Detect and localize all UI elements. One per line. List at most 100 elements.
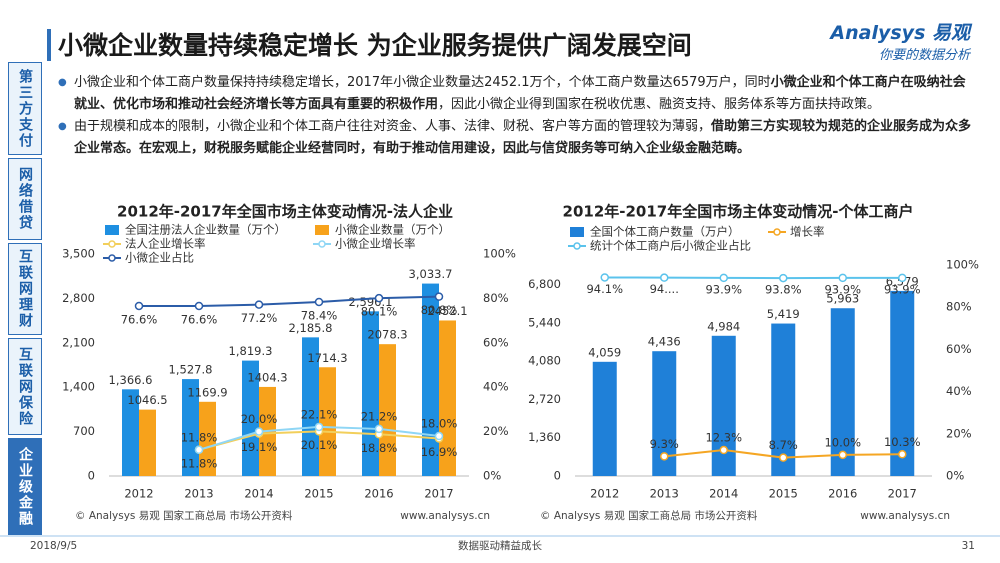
line-point — [779, 453, 788, 462]
chart-title: 2012年-2017年全国市场主体变动情况-个体工商户 — [563, 203, 914, 221]
bar-label: 4,984 — [707, 319, 740, 333]
page-number: 31 — [962, 540, 975, 552]
line-label: 22.1% — [301, 407, 338, 421]
line-label: 18.8% — [361, 441, 398, 455]
legend-label: 法人企业增长率 — [125, 237, 206, 251]
x-tick-label: 2017 — [888, 487, 917, 501]
line-point — [434, 292, 444, 301]
line-point — [374, 293, 384, 303]
y2-tick-label: 20% — [483, 424, 509, 438]
line-point — [134, 301, 144, 311]
bar-label: 1404.3 — [247, 370, 287, 384]
y2-tick-label: 0% — [946, 469, 964, 483]
x-tick-label: 2016 — [828, 487, 857, 501]
line-point — [600, 273, 609, 282]
line-label: 16.9% — [421, 445, 458, 459]
y-tick-label: 1,360 — [528, 430, 561, 444]
line-point — [838, 273, 847, 283]
line-point — [254, 427, 264, 436]
y2-tick-label: 0% — [483, 469, 501, 483]
line-label: 20.0% — [241, 412, 278, 426]
y-tick-label: 5,440 — [528, 315, 561, 329]
line-point — [660, 273, 669, 282]
bar — [890, 290, 915, 476]
line-label: 77.2% — [241, 311, 278, 325]
bar-label: 4,436 — [648, 335, 681, 349]
x-tick-label: 2014 — [709, 487, 738, 501]
y2-tick-label: 80% — [946, 300, 972, 314]
bar-label: 1,366.6 — [109, 373, 153, 387]
bar — [139, 409, 156, 476]
line — [604, 276, 903, 280]
sidebar-tab: 第三方支付 — [8, 62, 42, 155]
bullet: 小微企业和个体工商户数量保持持续稳定增长，2017年小微企业数量达2452.1万… — [58, 72, 973, 116]
y2-tick-label: 40% — [483, 380, 509, 394]
x-tick-label: 2015 — [304, 487, 333, 501]
bar-label: 2452.1 — [427, 304, 467, 318]
x-tick-label: 2012 — [590, 487, 619, 501]
bullet-text: 小微企业和个体工商户数量保持持续稳定增长，2017年小微企业数量达2452.1万… — [74, 75, 771, 90]
bar — [302, 337, 319, 476]
legend-label: 小微企业占比 — [125, 251, 194, 265]
y-tick-label: 2,100 — [62, 335, 95, 349]
bullet-text: 小微企业和个体工商户在吸纳社会就业、优化市场和推动社会经济增长等方面具有重要的积… — [74, 75, 966, 112]
footer-date: 2018/9/5 — [30, 540, 77, 552]
y-tick-label: 700 — [73, 424, 95, 438]
line-label: 10.3% — [884, 435, 921, 449]
bullet-text: 由于规模和成本的限制，小微企业和个体工商户往往对资金、人事、法律、财税、客户等方… — [74, 119, 712, 134]
bar — [319, 367, 336, 476]
legend-label: 小微企业数量（万个） — [335, 223, 450, 237]
line-label: 21.2% — [361, 409, 398, 423]
bullet-text: 借助第三方实现较为规范的企业服务成为众多企业常态。在宏观上，财税服务赋能企业经营… — [74, 119, 972, 156]
line-label: 20.1% — [301, 438, 338, 452]
line-label: 11.8% — [181, 430, 218, 444]
y-tick-label: 6,800 — [528, 277, 561, 291]
line-label: 80.1% — [361, 305, 398, 319]
line-point — [719, 273, 728, 283]
line-label: 19.1% — [241, 440, 278, 454]
legend-label: 小微企业增长率 — [335, 237, 416, 251]
line-label: 10.0% — [824, 435, 861, 449]
sidebar-tab: 互联网保险 — [8, 338, 42, 435]
line-point — [779, 273, 788, 283]
legend-label: 全国注册法人企业数量（万个） — [125, 223, 286, 237]
line-label: 94.... — [650, 282, 679, 296]
bar — [830, 308, 855, 476]
legend-label: 增长率 — [790, 225, 825, 239]
legend-swatch — [318, 240, 326, 248]
line-point — [898, 273, 907, 283]
y2-tick-label: 80% — [483, 291, 509, 305]
line-point — [194, 445, 204, 455]
logo: Analysys 易观 — [830, 22, 970, 44]
legend-swatch — [315, 225, 329, 235]
x-tick-label: 2014 — [244, 487, 273, 501]
line-label: 9.3% — [650, 437, 679, 451]
y-tick-label: 3,500 — [62, 247, 95, 261]
bar — [439, 320, 456, 476]
y-tick-label: 2,800 — [62, 291, 95, 305]
bar — [771, 323, 796, 476]
bar — [711, 335, 736, 476]
legend-swatch — [108, 254, 116, 262]
y2-tick-label: 40% — [946, 384, 972, 398]
bar-label: 1046.5 — [127, 393, 167, 407]
sidebar-tab: 互联网理财 — [8, 243, 42, 335]
bar — [182, 379, 199, 476]
source: © Analysys 易观 国家工商总局 市场公开资料 — [540, 509, 758, 522]
legend-label: 统计个体工商户后小微企业占比 — [590, 239, 751, 253]
bullet-text: ，因此小微企业得到国家在税收优惠、融资支持、服务体系等方面扶持政策。 — [438, 97, 881, 112]
footer-motto: 数据驱动精益成长 — [458, 539, 542, 552]
legend-swatch — [773, 228, 781, 236]
line-point — [719, 445, 728, 455]
bar — [379, 344, 396, 476]
y-tick-label: 4,080 — [528, 354, 561, 368]
legend-swatch — [570, 227, 584, 237]
bar-label: 1,527.8 — [169, 363, 213, 377]
x-tick-label: 2013 — [184, 487, 213, 501]
line-point — [434, 431, 444, 441]
x-tick-label: 2016 — [364, 487, 393, 501]
y-tick-label: 0 — [88, 469, 95, 483]
legend-swatch — [573, 242, 581, 250]
